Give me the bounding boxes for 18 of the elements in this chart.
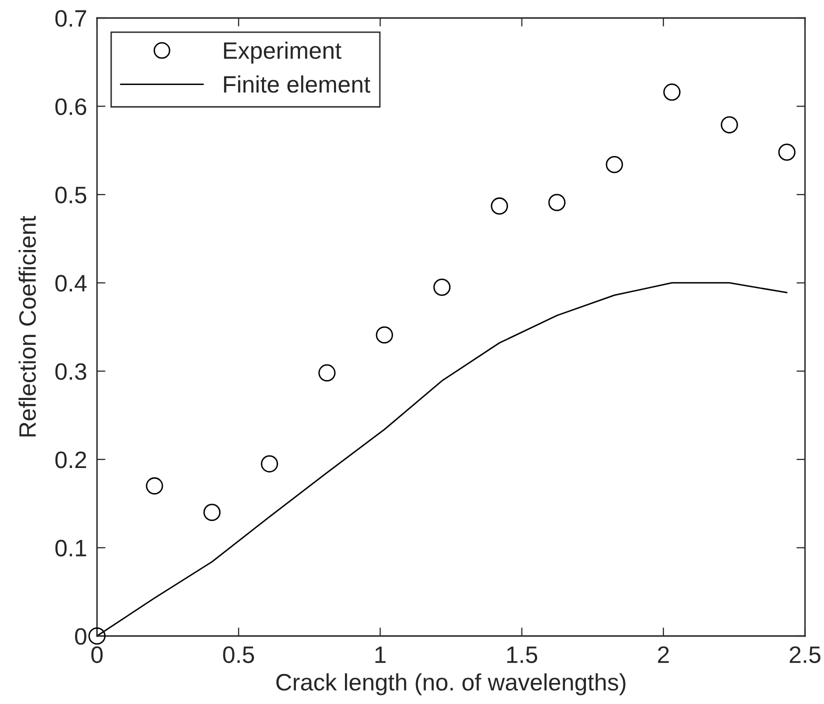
y-tick-label: 0.3 [55,363,86,380]
legend-label: Experiment [224,42,342,64]
y-tick-label: 0.4 [55,274,87,292]
x-tick-label: 2 [658,646,669,663]
y-tick-label: 0 [75,628,86,645]
x-tick-label: 0.5 [223,646,254,664]
y-tick-label: 0.1 [55,540,86,556]
x-tick-label: 1.5 [507,646,538,664]
x-tick-label: 0 [91,646,103,664]
y-tick-label: 0.5 [55,186,86,204]
y-tick-label: 0.6 [55,98,86,116]
y-axis-title: Reflection Coefficient [18,216,36,436]
y-tick-label: 0.2 [55,451,86,468]
x-axis-title: Crack length (no. of wavelengths) [276,673,626,696]
x-tick-label: 2.5 [790,646,820,664]
y-tick-label: 0.7 [55,10,86,27]
legend-label: Finite element [224,75,370,93]
x-tick-label: 1 [375,646,386,663]
